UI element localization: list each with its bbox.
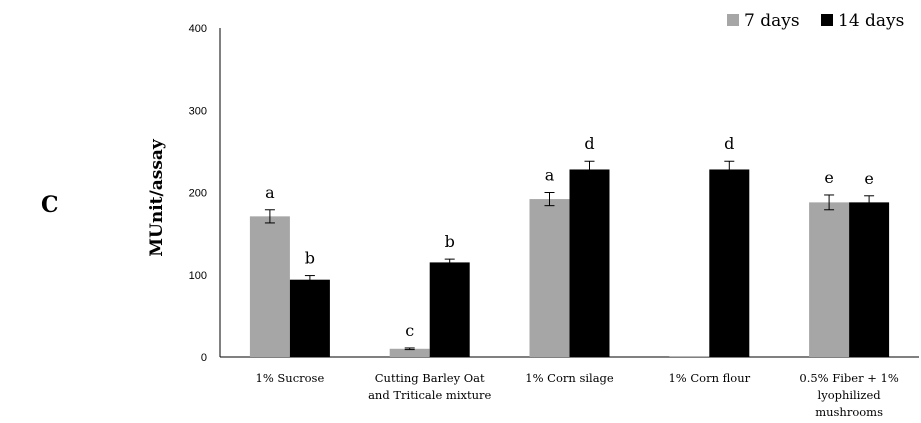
bar xyxy=(809,202,850,357)
significance-letter: e xyxy=(824,168,833,187)
bar xyxy=(289,279,330,357)
panel-label: C xyxy=(41,192,59,218)
x-tick-label: 1% Corn flour xyxy=(668,371,750,385)
bar xyxy=(569,169,610,357)
y-tick-label: 200 xyxy=(189,188,207,200)
bar xyxy=(709,169,750,357)
significance-letter: c xyxy=(405,321,414,340)
x-tick-label: 0.5% Fiber + 1% lyophilized mushrooms xyxy=(799,371,898,419)
legend-label: 14 days xyxy=(838,11,904,31)
legend-swatch xyxy=(727,14,739,26)
legend-label: 7 days xyxy=(744,11,800,31)
y-axis-label: MUnit/assay xyxy=(147,138,167,257)
significance-letter: b xyxy=(305,249,315,268)
significance-letter: a xyxy=(545,166,555,185)
x-tick-label: 1% Sucrose xyxy=(256,371,325,385)
significance-letter: a xyxy=(265,183,275,202)
bar xyxy=(429,262,470,357)
y-tick-label: 300 xyxy=(189,105,207,117)
significance-letter: d xyxy=(724,134,734,153)
category-labels: 1% Sucrose Cutting Barley Oat and Tritical… xyxy=(256,371,899,419)
y-axis-ticks: 0 100 200 300 400 xyxy=(189,23,207,364)
bar xyxy=(389,348,430,357)
y-tick-label: 0 xyxy=(201,352,207,364)
significance-letter: b xyxy=(445,232,455,251)
x-tick-label: Cutting Barley Oat and Triticale mixture xyxy=(368,371,491,402)
bar xyxy=(669,356,710,357)
bar xyxy=(849,202,890,357)
significance-letter: d xyxy=(584,134,594,153)
y-tick-label: 400 xyxy=(189,23,207,35)
x-tick-label: 1% Corn silage xyxy=(525,371,614,385)
significance-letter: e xyxy=(864,169,873,188)
y-tick-label: 100 xyxy=(189,270,207,282)
legend: 7 days 14 days xyxy=(727,11,904,31)
legend-swatch xyxy=(821,14,833,26)
bar xyxy=(529,199,570,357)
bars: a c a e b b d d e xyxy=(249,134,890,357)
bar xyxy=(249,216,290,357)
